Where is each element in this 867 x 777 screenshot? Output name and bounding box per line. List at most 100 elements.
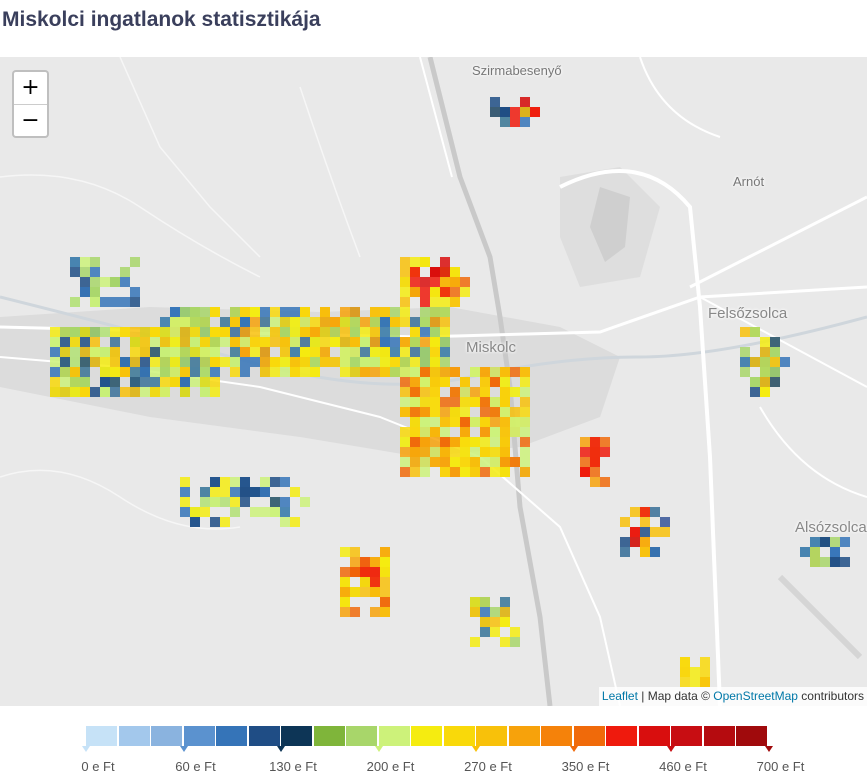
- zoom-in-button[interactable]: +: [14, 72, 47, 105]
- heat-cell: [50, 387, 60, 397]
- heat-cell: [140, 367, 150, 377]
- heat-cell: [380, 567, 390, 577]
- heat-cell: [490, 397, 500, 407]
- heat-cell: [410, 427, 420, 437]
- heat-cell: [700, 657, 710, 667]
- heat-cell: [310, 357, 320, 367]
- heat-cell: [60, 327, 70, 337]
- heat-cell: [690, 677, 700, 687]
- heat-cell: [320, 357, 330, 367]
- heat-cell: [760, 367, 770, 377]
- heat-cell: [520, 407, 530, 417]
- heat-cell: [440, 287, 450, 297]
- heat-cell: [160, 347, 170, 357]
- heat-cell: [70, 257, 80, 267]
- heat-cell: [400, 437, 410, 447]
- heat-cell: [500, 117, 510, 127]
- heat-cell: [290, 367, 300, 377]
- heat-cell: [420, 397, 430, 407]
- heat-cell: [490, 417, 500, 427]
- heat-cell: [380, 337, 390, 347]
- heat-cell: [750, 327, 760, 337]
- legend-swatch: [183, 726, 215, 746]
- heat-cell: [340, 317, 350, 327]
- heat-cell: [210, 387, 220, 397]
- heat-cell: [400, 337, 410, 347]
- heat-cell: [440, 277, 450, 287]
- heat-cell: [330, 337, 340, 347]
- heat-cell: [530, 107, 540, 117]
- heat-cell: [420, 347, 430, 357]
- heat-cell: [480, 457, 490, 467]
- heat-cell: [410, 437, 420, 447]
- heat-cell: [440, 267, 450, 277]
- leaflet-link[interactable]: Leaflet: [601, 689, 638, 703]
- heat-cell: [190, 377, 200, 387]
- heat-cell: [520, 367, 530, 377]
- heat-cell: [270, 507, 280, 517]
- heat-cell: [680, 677, 690, 687]
- heat-cell: [480, 597, 490, 607]
- legend-swatch: [118, 726, 150, 746]
- heat-cell: [210, 327, 220, 337]
- heat-cell: [290, 317, 300, 327]
- heat-cell: [520, 437, 530, 447]
- heat-cell: [630, 537, 640, 547]
- heat-cell: [390, 357, 400, 367]
- heat-cell: [410, 287, 420, 297]
- attribution-sep: | Map data ©: [637, 689, 714, 703]
- heat-cell: [460, 287, 470, 297]
- heat-cell: [400, 427, 410, 437]
- heat-cell: [280, 367, 290, 377]
- heat-cell: [180, 497, 190, 507]
- heat-cell: [400, 387, 410, 397]
- map[interactable]: Szirmabesenyő Arnót Felsőzsolca Miskolc …: [0, 57, 867, 706]
- heat-cell: [90, 267, 100, 277]
- heat-cell: [470, 447, 480, 457]
- osm-link[interactable]: OpenStreetMap: [713, 689, 798, 703]
- heat-cell: [510, 627, 520, 637]
- legend-swatch: [248, 726, 280, 746]
- heat-cell: [410, 397, 420, 407]
- heat-cell: [520, 457, 530, 467]
- heat-cell: [490, 437, 500, 447]
- heat-cell: [160, 377, 170, 387]
- heat-cell: [260, 337, 270, 347]
- heat-cell: [260, 357, 270, 367]
- heat-cell: [430, 417, 440, 427]
- heat-cell: [350, 547, 360, 557]
- heat-cell: [480, 607, 490, 617]
- heat-cell: [380, 327, 390, 337]
- heat-cell: [250, 337, 260, 347]
- heat-cell: [370, 357, 380, 367]
- heat-cell: [240, 477, 250, 487]
- heat-cell: [250, 327, 260, 337]
- heat-cell: [80, 387, 90, 397]
- heat-cell: [50, 377, 60, 387]
- heat-cell: [240, 317, 250, 327]
- heat-cell: [270, 337, 280, 347]
- heat-cell: [770, 377, 780, 387]
- heat-cell: [440, 407, 450, 417]
- heat-cell: [150, 387, 160, 397]
- heat-cell: [500, 377, 510, 387]
- zoom-out-button[interactable]: −: [21, 108, 40, 133]
- heat-cell: [370, 307, 380, 317]
- heat-cell: [170, 367, 180, 377]
- heat-cell: [440, 257, 450, 267]
- heat-cell: [90, 387, 100, 397]
- heat-cell: [490, 107, 500, 117]
- heat-cell: [400, 307, 410, 317]
- heat-cell: [420, 387, 430, 397]
- heat-cell: [280, 327, 290, 337]
- heat-cell: [130, 377, 140, 387]
- heat-cell: [360, 337, 370, 347]
- heat-cell: [100, 347, 110, 357]
- heat-cell: [460, 377, 470, 387]
- heat-cell: [460, 467, 470, 477]
- heat-cell: [500, 637, 510, 647]
- heat-cell: [520, 417, 530, 427]
- heat-cell: [210, 517, 220, 527]
- heat-cell: [420, 337, 430, 347]
- heat-cell: [420, 297, 430, 307]
